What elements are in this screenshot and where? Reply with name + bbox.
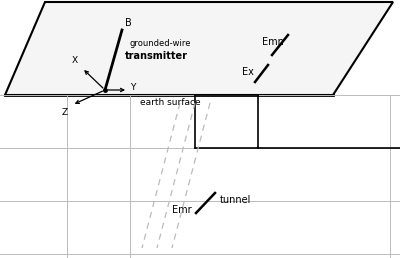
Text: Y: Y	[130, 84, 135, 93]
Text: Emn: Emn	[262, 37, 284, 47]
Text: Z: Z	[62, 108, 68, 117]
Text: Emr: Emr	[172, 205, 192, 215]
Text: tunnel: tunnel	[220, 195, 251, 205]
Text: grounded-wire: grounded-wire	[130, 39, 192, 49]
Text: B: B	[125, 18, 132, 28]
Text: X: X	[72, 56, 78, 65]
Text: earth surface: earth surface	[140, 98, 201, 107]
Text: Ex: Ex	[242, 67, 254, 77]
Text: transmitter: transmitter	[125, 51, 188, 61]
Polygon shape	[5, 2, 393, 95]
